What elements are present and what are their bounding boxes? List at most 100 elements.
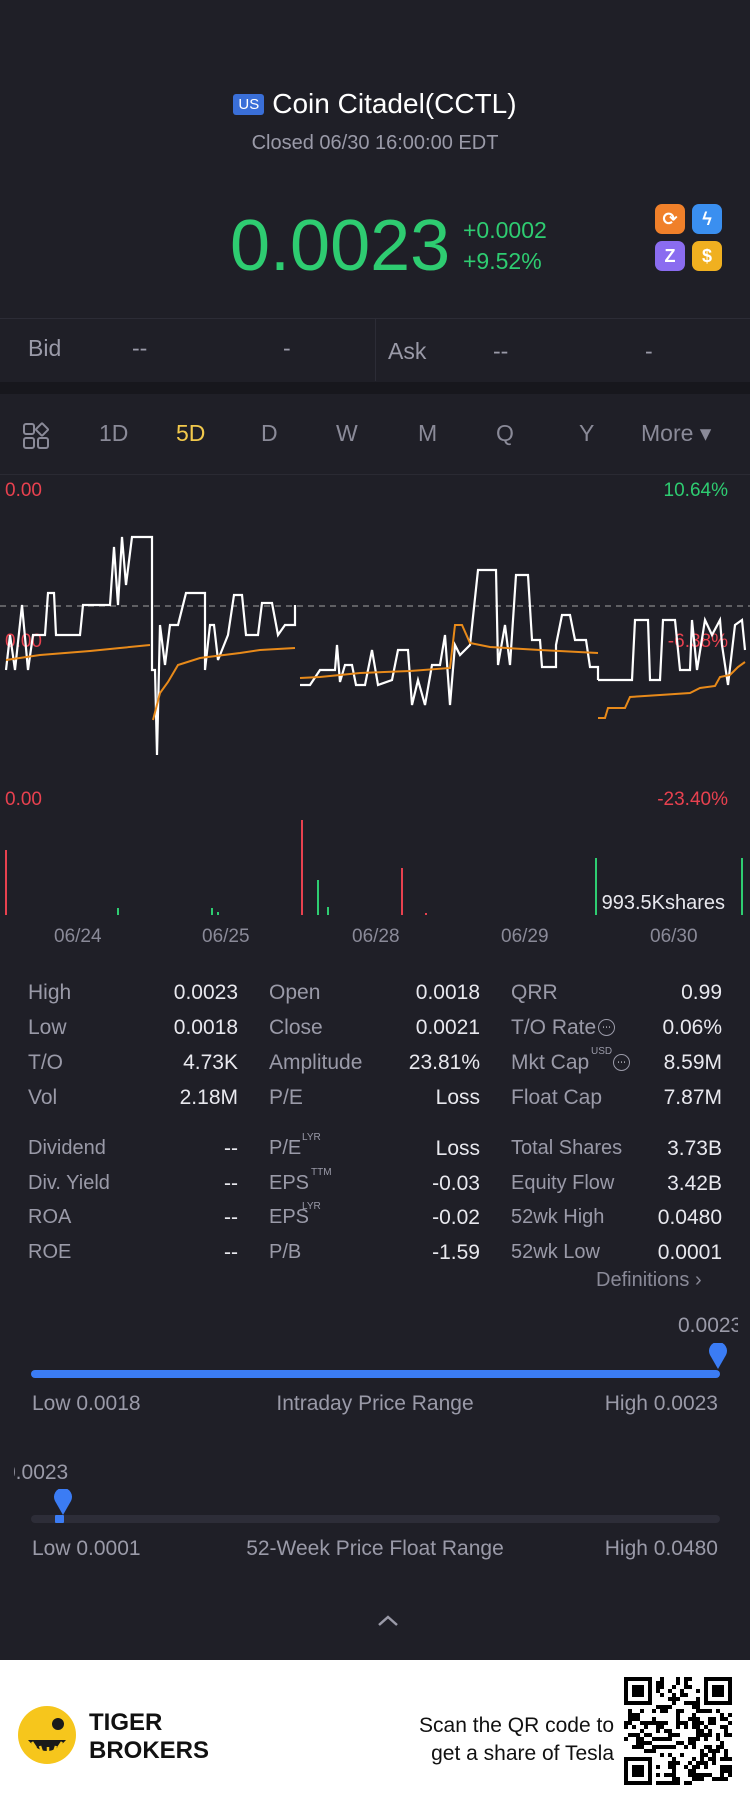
price-line [4, 535, 747, 756]
stat-value: -- [224, 1206, 238, 1229]
chevron-up-icon[interactable] [375, 1612, 401, 1628]
tab-w[interactable]: W [336, 420, 358, 446]
date-tick: 06/30 [650, 926, 698, 947]
qr-module [668, 1745, 672, 1749]
qr-module [668, 1733, 672, 1737]
stat-value: 0.99 [681, 981, 722, 1004]
definitions-link[interactable]: Definitions › [596, 1269, 702, 1292]
avg-segment [152, 647, 296, 721]
tab-5d[interactable]: 5D [176, 420, 206, 446]
stat-label: Vol [28, 1086, 58, 1109]
qr-module [724, 1777, 728, 1781]
ask-size: - [645, 338, 653, 364]
qr-module [700, 1733, 704, 1737]
stat-value: 0.06% [662, 1016, 722, 1039]
tab-q[interactable]: Q [496, 420, 514, 446]
intraday-range-title: Intraday Price Range [276, 1392, 474, 1415]
tab-more[interactable]: More ▾ [641, 420, 712, 446]
qr-module [696, 1717, 700, 1721]
qr-module [680, 1753, 684, 1757]
qr-module [628, 1721, 632, 1725]
qr-finder [632, 1685, 644, 1697]
qr-module [704, 1745, 708, 1749]
price-chart[interactable]: 0.00 10.64% 0.00 -6.38% 0.00 -23.40% 993… [0, 475, 750, 915]
qr-module [692, 1773, 696, 1777]
info-icon[interactable]: ⋯ [613, 1054, 630, 1071]
qr-module [720, 1717, 724, 1721]
qr-module [656, 1705, 660, 1709]
qr-module [660, 1753, 664, 1757]
qr-module [672, 1701, 676, 1705]
definitions-label: Definitions [596, 1269, 690, 1291]
flash-icon[interactable]: ϟ [692, 204, 722, 234]
qr-module [688, 1701, 692, 1705]
qr-module [684, 1745, 688, 1749]
promo-line-2: get a share of Tesla [431, 1742, 614, 1765]
qr-module [712, 1761, 716, 1765]
stat-superscript: TTM [311, 1167, 332, 1178]
qr-module [676, 1721, 680, 1725]
tab-1d[interactable]: 1D [99, 420, 129, 446]
qr-module [644, 1733, 648, 1737]
intraday-low: Low 0.0018 [32, 1392, 141, 1415]
qr-module [688, 1737, 692, 1741]
info-icon[interactable]: ⋯ [598, 1019, 615, 1036]
qr-module [652, 1745, 656, 1749]
qr-module [664, 1781, 668, 1785]
qr-module [628, 1709, 632, 1713]
qr-module [700, 1729, 704, 1733]
chart-swap-icon[interactable]: ⟳ [655, 204, 685, 234]
qr-module [688, 1717, 692, 1721]
tab-m[interactable]: M [418, 420, 438, 446]
stat-label: High [28, 981, 72, 1004]
week52-marker-value: 0.0023 [14, 1461, 69, 1484]
left-axis-bottom: 0.00 [5, 789, 42, 810]
stat-label: Low [28, 1016, 67, 1039]
date-tick: 06/28 [352, 926, 400, 947]
qr-module [700, 1757, 704, 1761]
qr-module [676, 1741, 680, 1745]
qr-module [728, 1773, 732, 1777]
stat-label: P/E [269, 1086, 303, 1109]
qr-module [656, 1685, 660, 1689]
tab-d[interactable]: D [261, 420, 278, 446]
qr-module [648, 1741, 652, 1745]
qr-module [728, 1733, 732, 1737]
z-icon[interactable]: Z [655, 241, 685, 271]
qr-module [664, 1729, 668, 1733]
qr-module [664, 1745, 668, 1749]
date-tick: 06/25 [202, 926, 250, 947]
qr-module [688, 1741, 692, 1745]
qr-module [644, 1721, 648, 1725]
qr-module [676, 1733, 680, 1737]
week52-low: Low 0.0001 [32, 1537, 141, 1560]
section-divider [0, 382, 750, 394]
qr-module [728, 1769, 732, 1773]
qr-module [720, 1745, 724, 1749]
qr-module [684, 1681, 688, 1685]
qr-module [712, 1749, 716, 1753]
stat-value: 0.0001 [657, 1241, 722, 1264]
qr-module [624, 1721, 628, 1725]
qr-module [660, 1781, 664, 1785]
volume-label: 993.5Kshares [602, 892, 725, 914]
dollar-icon[interactable]: $ [692, 241, 722, 271]
stat-value: 23.81% [408, 1051, 480, 1074]
qr-module [636, 1741, 640, 1745]
qr-module [660, 1693, 664, 1697]
tab-y[interactable]: Y [579, 420, 595, 446]
qr-module [672, 1693, 676, 1697]
qr-module [724, 1749, 728, 1753]
stat-value: -0.03 [432, 1172, 480, 1195]
qr-module [648, 1733, 652, 1737]
qr-module [684, 1781, 688, 1785]
qr-module [708, 1729, 712, 1733]
qr-module [712, 1717, 716, 1721]
qr-module [704, 1733, 708, 1737]
qr-module [648, 1721, 652, 1725]
qr-code[interactable] [624, 1677, 732, 1785]
qr-module [696, 1709, 700, 1713]
qr-module [628, 1713, 632, 1717]
layout-grid-icon[interactable] [22, 422, 50, 456]
chevron-right-icon: › [694, 1269, 702, 1291]
